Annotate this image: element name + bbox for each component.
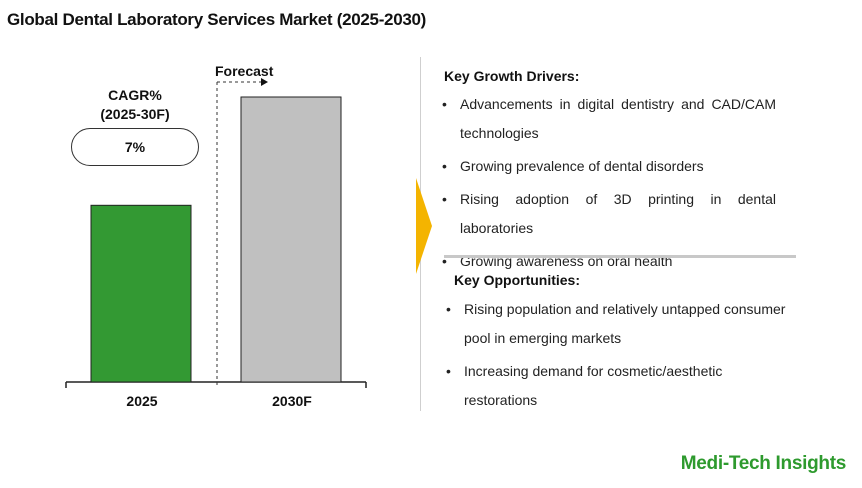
list-item: Advancements in digital dentistry and CA… [442, 90, 776, 148]
section-divider [444, 255, 796, 258]
cagr-label-line2: (2025-30F) [100, 106, 170, 122]
list-item: Growing prevalence of dental disorders [442, 152, 776, 181]
opportunities-list: Rising population and relatively untappe… [446, 295, 792, 419]
x-tick-label-2025: 2025 [126, 393, 158, 409]
list-item: Rising adoption of 3D printing in dental… [442, 185, 776, 243]
arrow-right-icon [416, 178, 432, 274]
drivers-title: Key Growth Drivers: [444, 68, 580, 84]
bar-2030f [240, 96, 342, 383]
brand-logo: Medi-Tech Insights [680, 453, 847, 474]
x-tick-label-2030f: 2030F [272, 393, 312, 409]
forecast-arrow-head [261, 78, 268, 86]
bar-chart [65, 78, 367, 388]
page-title: Global Dental Laboratory Services Market… [7, 10, 427, 29]
opportunities-title: Key Opportunities: [454, 272, 581, 288]
bar-2025 [90, 204, 192, 383]
cagr-label: CAGR% (2025-30F) [90, 86, 180, 124]
forecast-label: Forecast [215, 63, 274, 79]
list-item: Rising population and relatively untappe… [446, 295, 792, 353]
drivers-list: Advancements in digital dentistry and CA… [442, 90, 776, 280]
list-item: Increasing demand for cosmetic/aesthetic… [446, 357, 792, 415]
cagr-value-badge: 7% [71, 128, 199, 166]
cagr-label-line1: CAGR% [108, 87, 162, 103]
